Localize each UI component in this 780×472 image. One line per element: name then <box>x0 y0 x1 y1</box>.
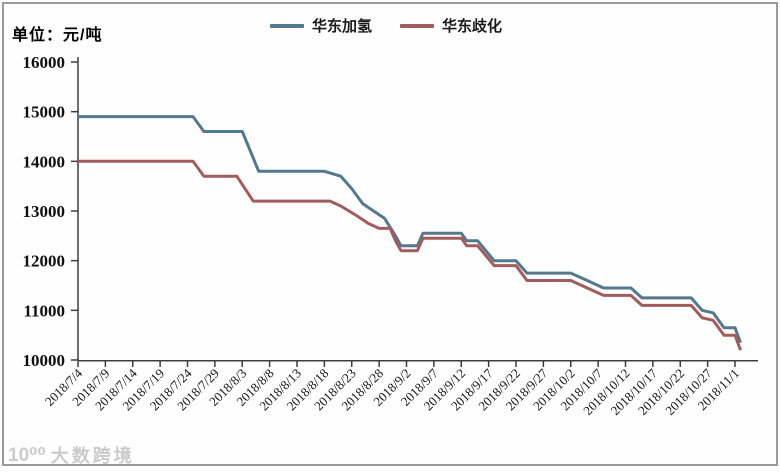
unit-label: 单位：元/吨 <box>12 27 103 44</box>
legend-line-swatch-red <box>400 23 435 28</box>
y-axis-tick-label: 10000 <box>23 351 66 370</box>
chart-frame <box>2 2 778 466</box>
legend-label: 华东加氢 <box>312 18 373 35</box>
y-axis-tick-label: 13000 <box>23 202 66 221</box>
y-axis-tick-label: 11000 <box>23 301 65 320</box>
legend-label: 华东歧化 <box>442 18 503 35</box>
y-axis-tick-label: 16000 <box>23 53 66 72</box>
y-axis-tick-label: 15000 <box>23 103 66 122</box>
series-line-0 <box>78 115 742 344</box>
y-axis-tick-label: 12000 <box>23 252 66 271</box>
watermark-logo: 10⁰⁰ <box>8 444 46 466</box>
legend: 华东加氢 华东歧化 <box>270 15 502 36</box>
legend-item-qihua: 华东歧化 <box>400 15 502 36</box>
series-line-1 <box>78 159 742 351</box>
watermark: 10⁰⁰ 大数跨境 <box>8 442 135 468</box>
watermark-text: 大数跨境 <box>50 446 135 466</box>
legend-line-swatch-blue <box>270 23 304 28</box>
y-axis-tick-label: 14000 <box>23 152 66 171</box>
legend-item-jiaqing: 华东加氢 <box>270 15 372 36</box>
